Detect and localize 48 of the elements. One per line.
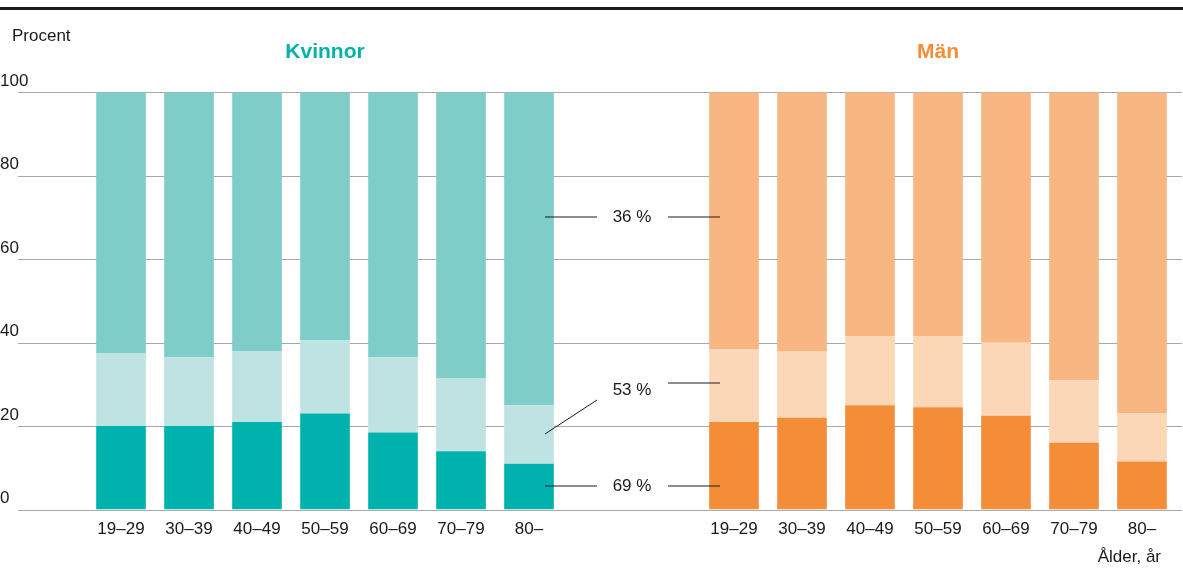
bar bbox=[777, 417, 827, 510]
bar bbox=[709, 92, 759, 349]
y-tick-label: 100 bbox=[0, 70, 29, 90]
x-tick-label: 40–49 bbox=[846, 519, 894, 539]
x-tick-label: 50–59 bbox=[301, 519, 349, 539]
y-tick-label: 60 bbox=[0, 237, 19, 257]
chart-title: Kvinnor bbox=[285, 39, 365, 63]
bar bbox=[913, 92, 963, 337]
text: 69 % bbox=[612, 475, 652, 495]
bar bbox=[913, 407, 963, 510]
x-tick-label: 80– bbox=[1127, 519, 1157, 539]
x-tick-label: 80– bbox=[514, 519, 544, 539]
bar bbox=[777, 92, 827, 351]
x-tick-label: 50–59 bbox=[914, 519, 962, 539]
bar bbox=[1049, 380, 1099, 443]
bar bbox=[981, 342, 1031, 416]
x-tick-label: 30–39 bbox=[165, 519, 213, 539]
bar bbox=[1117, 413, 1167, 462]
bar bbox=[845, 92, 895, 337]
x-tick-label: 40–49 bbox=[233, 519, 281, 539]
x-tick-label: 60–69 bbox=[982, 519, 1030, 539]
bar bbox=[777, 350, 827, 418]
x-axis-title: Ålder, år bbox=[1097, 546, 1162, 566]
bar bbox=[913, 336, 963, 408]
y-tick-label: 80 bbox=[0, 154, 19, 174]
bar bbox=[845, 336, 895, 406]
bar bbox=[981, 415, 1031, 510]
bar bbox=[1117, 461, 1167, 510]
y-tick-label: 0 bbox=[0, 488, 10, 508]
bar bbox=[709, 421, 759, 510]
bar bbox=[1049, 442, 1099, 510]
x-tick-label: 19–29 bbox=[97, 519, 145, 539]
text: 36 % bbox=[612, 206, 652, 226]
y-tick-label: 40 bbox=[0, 321, 19, 341]
x-tick-label: 70–79 bbox=[437, 519, 485, 539]
bar bbox=[1117, 92, 1167, 414]
bar bbox=[709, 348, 759, 422]
chart-title: Män bbox=[917, 39, 959, 63]
x-tick-label: 60–69 bbox=[369, 519, 417, 539]
bar bbox=[1049, 92, 1099, 381]
x-tick-label: 70–79 bbox=[1050, 519, 1098, 539]
y-tick-label: 20 bbox=[0, 404, 19, 424]
text: 53 % bbox=[612, 379, 652, 399]
y-axis-title: Procent bbox=[12, 25, 71, 45]
x-tick-label: 30–39 bbox=[778, 519, 826, 539]
x-tick-label: 19–29 bbox=[710, 519, 758, 539]
bar bbox=[845, 405, 895, 510]
bar bbox=[981, 92, 1031, 343]
